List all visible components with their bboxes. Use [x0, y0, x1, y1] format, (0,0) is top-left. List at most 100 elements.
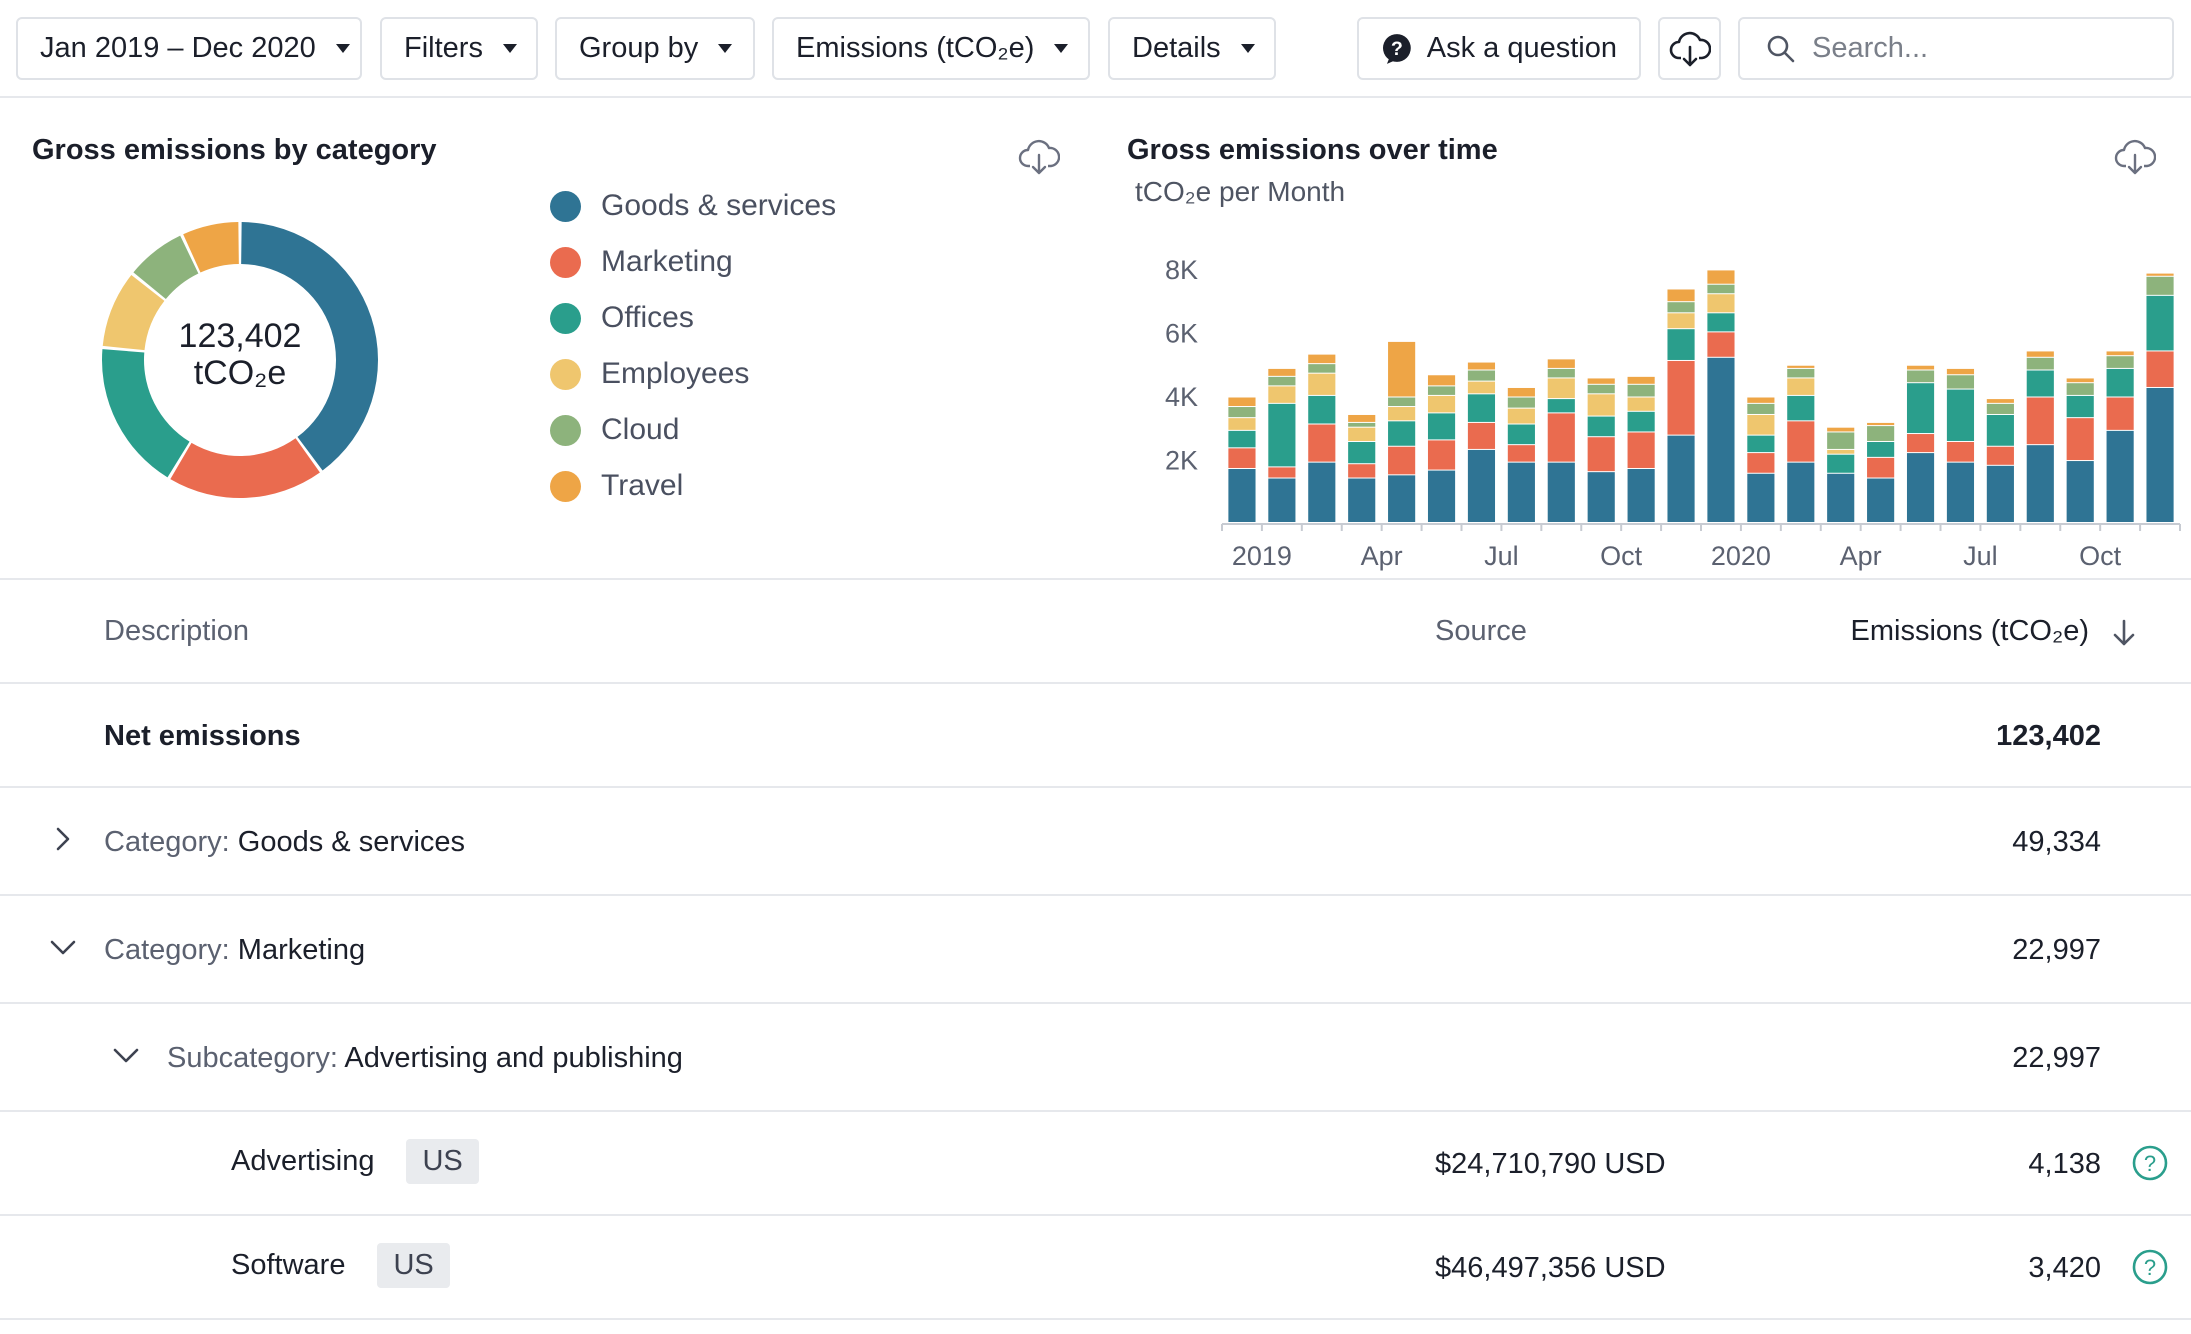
- bar-segment[interactable]: [1747, 397, 1775, 403]
- bar-segment[interactable]: [1827, 432, 1855, 449]
- help-circle-icon[interactable]: ?: [2131, 1144, 2169, 1182]
- bar-segment[interactable]: [1547, 399, 1575, 413]
- bar-segment[interactable]: [1787, 395, 1815, 421]
- bar-segment[interactable]: [1228, 468, 1256, 522]
- bar-segment[interactable]: [2026, 357, 2054, 370]
- bar-segment[interactable]: [1427, 375, 1456, 386]
- bar-segment[interactable]: [2106, 368, 2134, 397]
- bar-segment[interactable]: [1587, 384, 1615, 394]
- group-by-dropdown[interactable]: Group by: [555, 17, 755, 80]
- bar-segment[interactable]: [1388, 407, 1416, 421]
- cloud-download-icon[interactable]: [1018, 136, 1060, 178]
- bar-segment[interactable]: [1747, 403, 1775, 414]
- bar-segment[interactable]: [1667, 435, 1695, 522]
- donut-slice-employees[interactable]: [102, 274, 165, 351]
- bar-segment[interactable]: [2146, 295, 2174, 351]
- bar-segment[interactable]: [1667, 289, 1695, 302]
- bar-segment[interactable]: [1547, 378, 1575, 399]
- bar-segment[interactable]: [1427, 386, 1456, 395]
- bar-segment[interactable]: [1228, 407, 1256, 418]
- bar-segment[interactable]: [1906, 383, 1935, 434]
- table-row-category-marketing[interactable]: Category: Marketing 22,997: [0, 896, 2191, 1004]
- bar-segment[interactable]: [1867, 441, 1895, 457]
- bar-segment[interactable]: [1427, 395, 1456, 413]
- bar-segment[interactable]: [1268, 403, 1296, 467]
- cloud-download-icon[interactable]: [2114, 136, 2156, 178]
- bar-segment[interactable]: [2106, 430, 2134, 522]
- bar-segment[interactable]: [1627, 432, 1655, 468]
- bar-segment[interactable]: [1388, 475, 1416, 522]
- bar-segment[interactable]: [1986, 465, 2014, 522]
- bar-segment[interactable]: [1348, 414, 1376, 422]
- bar-segment[interactable]: [1228, 430, 1256, 448]
- bar-segment[interactable]: [1906, 365, 1935, 370]
- bar-segment[interactable]: [1787, 368, 1815, 378]
- donut-slice-cloud[interactable]: [133, 235, 199, 300]
- bar-segment[interactable]: [2066, 461, 2094, 522]
- bar-segment[interactable]: [1467, 422, 1496, 449]
- bar-segment[interactable]: [2026, 445, 2054, 522]
- bar-segment[interactable]: [1308, 354, 1336, 364]
- bar-segment[interactable]: [1627, 397, 1655, 411]
- bar-segment[interactable]: [1587, 472, 1615, 522]
- bar-segment[interactable]: [1547, 359, 1575, 368]
- bar-segment[interactable]: [1388, 397, 1416, 407]
- bar-segment[interactable]: [1388, 446, 1416, 475]
- bar-segment[interactable]: [1507, 387, 1535, 397]
- bar-segment[interactable]: [1467, 394, 1496, 422]
- ask-question-button[interactable]: ? Ask a question: [1357, 17, 1641, 80]
- bar-segment[interactable]: [1787, 365, 1815, 368]
- table-row-subcategory[interactable]: Subcategory: Advertising and publishing …: [0, 1004, 2191, 1112]
- bar-segment[interactable]: [1507, 424, 1535, 445]
- bar-segment[interactable]: [1827, 427, 1855, 432]
- bar-segment[interactable]: [1467, 370, 1496, 381]
- bar-segment[interactable]: [1867, 422, 1895, 426]
- bar-segment[interactable]: [1427, 440, 1456, 470]
- bar-segment[interactable]: [1348, 478, 1376, 522]
- bar-segment[interactable]: [2146, 351, 2174, 387]
- bar-segment[interactable]: [2066, 383, 2094, 395]
- donut-slice-offices[interactable]: [101, 349, 190, 478]
- help-circle-icon[interactable]: ?: [2131, 1248, 2169, 1286]
- bar-segment[interactable]: [1707, 294, 1735, 313]
- search-input[interactable]: [1812, 32, 2172, 65]
- bar-segment[interactable]: [1627, 384, 1655, 397]
- bar-segment[interactable]: [2106, 351, 2134, 356]
- bar-segment[interactable]: [1427, 413, 1456, 440]
- bar-segment[interactable]: [1787, 378, 1815, 395]
- bar-segment[interactable]: [1547, 462, 1575, 522]
- bar-segment[interactable]: [1467, 381, 1496, 394]
- bar-segment[interactable]: [1867, 457, 1895, 478]
- bar-segment[interactable]: [1867, 478, 1895, 522]
- chevron-down-icon[interactable]: [50, 934, 76, 960]
- bar-segment[interactable]: [1627, 411, 1655, 432]
- bar-segment[interactable]: [1228, 448, 1256, 468]
- bar-segment[interactable]: [1906, 370, 1935, 383]
- bar-segment[interactable]: [1707, 332, 1735, 357]
- filters-dropdown[interactable]: Filters: [380, 17, 538, 80]
- bar-segment[interactable]: [1268, 386, 1296, 403]
- bar-segment[interactable]: [1348, 441, 1376, 464]
- bar-segment[interactable]: [1507, 445, 1535, 462]
- bar-segment[interactable]: [1946, 375, 1975, 389]
- bar-segment[interactable]: [1867, 426, 1895, 441]
- bar-segment[interactable]: [1507, 408, 1535, 424]
- bar-segment[interactable]: [1228, 418, 1256, 430]
- bar-segment[interactable]: [1308, 462, 1336, 522]
- donut-slice-goods-services[interactable]: [241, 222, 378, 471]
- bar-segment[interactable]: [1467, 362, 1496, 370]
- bar-segment[interactable]: [1587, 437, 1615, 472]
- bar-segment[interactable]: [2146, 387, 2174, 522]
- bar-segment[interactable]: [1707, 357, 1735, 522]
- donut-slice-travel[interactable]: [183, 222, 239, 273]
- bar-segment[interactable]: [1268, 478, 1296, 522]
- bar-segment[interactable]: [2026, 370, 2054, 397]
- bar-segment[interactable]: [1827, 473, 1855, 522]
- bar-segment[interactable]: [1388, 341, 1416, 397]
- bar-segment[interactable]: [1627, 376, 1655, 384]
- bar-segment[interactable]: [2146, 273, 2174, 276]
- bar-segment[interactable]: [1308, 373, 1336, 395]
- bar-segment[interactable]: [1348, 427, 1376, 441]
- bar-segment[interactable]: [2106, 356, 2134, 368]
- bar-segment[interactable]: [1747, 473, 1775, 522]
